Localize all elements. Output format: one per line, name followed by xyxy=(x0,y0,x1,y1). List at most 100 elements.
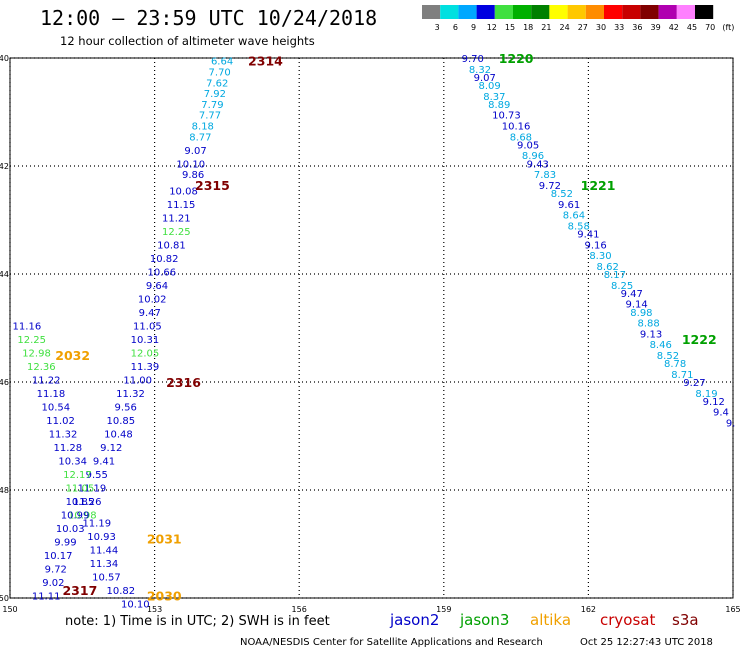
swh-value: 9.47 xyxy=(139,308,161,319)
swh-value: 8.46 xyxy=(650,340,672,351)
scale-label: 70 xyxy=(705,23,715,32)
swh-value: 7.70 xyxy=(209,68,231,79)
swh-value: 11.19 xyxy=(78,483,107,494)
scale-swatch xyxy=(458,5,477,19)
swh-value: 11.28 xyxy=(54,443,83,454)
swh-value: 10.66 xyxy=(148,267,177,278)
satellite-legend: jason2 jason3 altika cryosat s3a xyxy=(389,611,699,629)
swh-value: 8.64 xyxy=(563,211,585,222)
swh-value: 10.82 xyxy=(150,254,179,265)
swh-value: 12.36 xyxy=(27,362,56,373)
swh-value: 10.10 xyxy=(121,599,150,610)
map-frame xyxy=(9,57,734,599)
swh-value: 11.05 xyxy=(66,483,95,494)
color-scale-legend: 3 6 9 12 15 18 21 24 27 30 33 36 39 42 45 70 (ft) xyxy=(422,5,734,32)
scale-label: 45 xyxy=(687,23,697,32)
map-subtitle: 12 hour collection of altimeter wave hei… xyxy=(60,34,315,48)
swh-value: 10.17 xyxy=(44,551,73,562)
swh-value: 11.39 xyxy=(131,362,160,373)
swh-value: 9.99 xyxy=(54,537,76,548)
scale-label: 15 xyxy=(505,23,515,32)
swh-value: 9.05 xyxy=(517,140,539,151)
swh-value: 6.64 xyxy=(211,57,233,68)
swh-value: 10.85 xyxy=(107,416,136,427)
swh-value: 11.32 xyxy=(116,389,145,400)
satellite-cryosat: cryosat xyxy=(600,611,655,629)
scale-label: 30 xyxy=(596,23,606,32)
swh-values: 6.647.707.627.927.797.778.188.77 9.07 10.1… xyxy=(13,54,736,610)
lat-tick-label: -42 xyxy=(0,162,9,171)
lon-tick-label: 162 xyxy=(581,605,596,614)
footer-note: note: 1) Time is in UTC; 2) SWH is in fe… xyxy=(65,614,330,629)
swh-value: 9.4 xyxy=(713,408,729,419)
swh-value: 9.55 xyxy=(86,470,108,481)
lon-tick-label: 165 xyxy=(725,605,740,614)
scale-label: 36 xyxy=(632,23,642,32)
swh-value: 12.05 xyxy=(131,348,160,359)
swh-value: 8.30 xyxy=(589,251,611,262)
swh-value: 8.96 xyxy=(522,151,544,162)
pass-time-label: 2317 xyxy=(62,583,97,598)
satellite-s3a: s3a xyxy=(672,611,699,629)
swh-value: 9. xyxy=(726,419,736,430)
footer-timestamp: Oct 25 12:27:43 UTC 2018 xyxy=(580,637,713,648)
scale-swatch xyxy=(658,5,677,19)
swh-value: 11.05 xyxy=(133,321,162,332)
swh-value: 10.08 xyxy=(169,186,198,197)
lon-tick-label: 150 xyxy=(2,605,17,614)
satellite-jason3: jason3 xyxy=(459,611,509,629)
swh-value: 7.77 xyxy=(199,111,221,122)
lat-tick-label: -50 xyxy=(0,594,9,603)
swh-value: 10.81 xyxy=(157,240,186,251)
swh-value: 10.03 xyxy=(56,524,85,535)
swh-value: 11.00 xyxy=(123,375,152,386)
swh-value: 8.19 xyxy=(695,389,717,400)
swh-value: 9.86 xyxy=(182,170,204,181)
lat-tick-label: -40 xyxy=(0,54,9,63)
swh-value: 12.17 xyxy=(63,470,92,481)
swh-value: 9.27 xyxy=(683,378,705,389)
swh-value: 8.09 xyxy=(478,81,500,92)
swh-value: 8.68 xyxy=(510,132,532,143)
swh-value: 9.02 xyxy=(42,578,64,589)
map-border xyxy=(9,57,734,599)
swh-value: 11.16 xyxy=(13,321,42,332)
swh-value: 8.58 xyxy=(568,221,590,232)
scale-label: 21 xyxy=(541,23,551,32)
swh-value: 8.78 xyxy=(664,359,686,370)
swh-value: 11.26 xyxy=(73,497,102,508)
swh-value: 8.98 xyxy=(630,308,652,319)
lat-tick-label: -46 xyxy=(0,378,9,387)
swh-value: 9.07 xyxy=(184,146,206,157)
pass-time-label: 1222 xyxy=(682,332,717,347)
swh-value: 10.10 xyxy=(176,159,205,170)
swh-value: 11.22 xyxy=(32,375,61,386)
swh-value: 11.32 xyxy=(49,429,78,440)
lon-tick-label: 153 xyxy=(147,605,162,614)
swh-value: 10.82 xyxy=(107,586,136,597)
scale-swatch xyxy=(622,5,641,19)
pass-time-label: 2314 xyxy=(248,54,283,69)
swh-value: 12.25 xyxy=(162,227,191,238)
pass-time-label: 1221 xyxy=(581,178,616,193)
pass-labels: 2314 2315 2316 2317 2032 2031 2030 1220 1221 1222 xyxy=(55,51,716,603)
swh-value: 9.13 xyxy=(640,329,662,340)
swh-value: 7.62 xyxy=(206,78,228,89)
pass-time-label: 1220 xyxy=(499,51,534,66)
swh-value: 8.52 xyxy=(657,351,679,362)
swh-value: 7.92 xyxy=(204,89,226,100)
scale-label: 27 xyxy=(578,23,588,32)
swh-value: 9.70 xyxy=(462,54,484,65)
scale-label: 39 xyxy=(651,23,661,32)
swh-value: 9.43 xyxy=(527,159,549,170)
swh-value: 10.98 xyxy=(68,510,97,521)
swh-value: 11.44 xyxy=(90,545,119,556)
swh-value: 7.79 xyxy=(201,100,223,111)
scale-label: (ft) xyxy=(722,23,734,32)
swh-value: 9.47 xyxy=(621,289,643,300)
scale-label: 24 xyxy=(560,23,570,32)
map-title: 12:00 — 23:59 UTC 10/24/2018 xyxy=(40,6,377,30)
pass-time-label: 2031 xyxy=(147,532,182,547)
swh-value: 10.85 xyxy=(66,497,95,508)
